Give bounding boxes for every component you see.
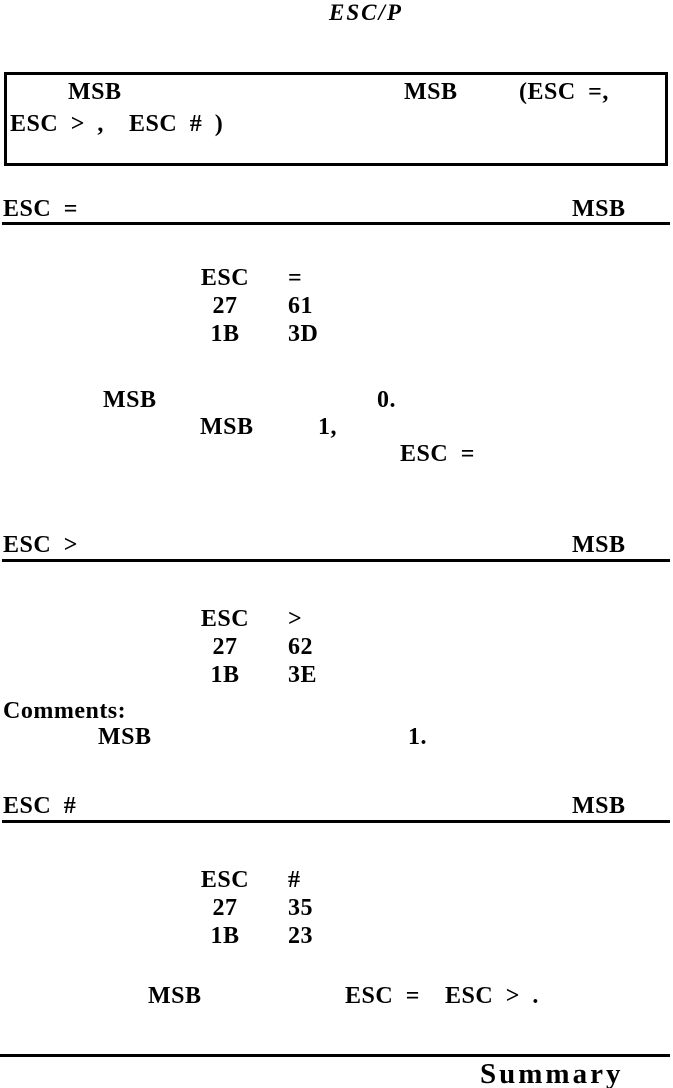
table-cell: 27 bbox=[212, 293, 238, 319]
note-command-esc-equals: (ESC =, bbox=[519, 79, 609, 105]
table-cell: 62 bbox=[288, 634, 313, 660]
table-row: 1B 23 bbox=[190, 924, 313, 952]
table-cell: ESC bbox=[200, 265, 250, 291]
table-cell: 61 bbox=[288, 293, 313, 319]
table-cell: ESC bbox=[200, 606, 250, 632]
footer-rule bbox=[0, 1054, 670, 1057]
command-code-table-esc-gt: ESC > 27 62 1B 3E bbox=[190, 607, 317, 691]
comment-fragment: ESC > . bbox=[445, 983, 539, 1009]
table-cell: 27 bbox=[212, 634, 238, 660]
table-cell: 1B bbox=[210, 662, 240, 688]
section-title-esc-hash: ESC # bbox=[3, 793, 77, 819]
table-cell: 1B bbox=[210, 923, 240, 949]
table-cell: > bbox=[288, 606, 303, 632]
section-title-esc-gt: ESC > bbox=[3, 532, 78, 558]
comment-fragment: 1. bbox=[408, 724, 427, 750]
page-header-title: ESC/P bbox=[329, 0, 403, 25]
table-cell: 23 bbox=[288, 923, 313, 949]
footer-summary-label: Summary bbox=[480, 1058, 624, 1088]
comment-fragment: ESC = bbox=[345, 983, 420, 1009]
table-row: ESC = bbox=[190, 266, 318, 294]
intro-note-box: MSB MSB (ESC =, ESC > , ESC # ) bbox=[4, 72, 668, 166]
section-corner-label-esc-hash: MSB bbox=[572, 793, 626, 819]
table-row: 27 61 bbox=[190, 294, 318, 322]
section-corner-label-esc-gt: MSB bbox=[572, 532, 626, 558]
command-code-table-esc-hash: ESC # 27 35 1B 23 bbox=[190, 868, 313, 952]
command-code-table-esc-equals: ESC = 27 61 1B 3D bbox=[190, 266, 318, 350]
note-command-esc-hash: ESC # ) bbox=[129, 111, 224, 137]
table-row: 1B 3D bbox=[190, 322, 318, 350]
table-row: ESC > bbox=[190, 607, 317, 635]
table-row: 27 62 bbox=[190, 635, 317, 663]
note-command-esc-gt: ESC > , bbox=[10, 111, 104, 137]
comment-fragment: 0. bbox=[377, 387, 396, 413]
note-msb-keyword-2: MSB bbox=[404, 79, 458, 105]
comment-fragment: MSB bbox=[98, 724, 152, 750]
table-cell: 3D bbox=[288, 321, 319, 347]
table-cell: 3E bbox=[288, 662, 318, 688]
comments-label: Comments: bbox=[3, 698, 127, 724]
comment-fragment: 1, bbox=[318, 414, 337, 440]
section-corner-label-esc-equals: MSB bbox=[572, 196, 626, 222]
comment-fragment: MSB bbox=[200, 414, 254, 440]
comment-fragment: ESC = bbox=[400, 441, 475, 467]
table-row: ESC # bbox=[190, 868, 313, 896]
table-cell: ESC bbox=[200, 867, 250, 893]
table-row: 27 35 bbox=[190, 896, 313, 924]
comment-fragment: MSB bbox=[103, 387, 157, 413]
table-cell: # bbox=[288, 867, 301, 893]
table-row: 1B 3E bbox=[190, 663, 317, 691]
section-rule-esc-hash bbox=[2, 820, 670, 823]
table-cell: 1B bbox=[210, 321, 240, 347]
comment-fragment: MSB bbox=[148, 983, 202, 1009]
table-cell: 27 bbox=[212, 895, 238, 921]
section-rule-esc-equals bbox=[2, 222, 670, 225]
section-title-esc-equals: ESC = bbox=[3, 196, 78, 222]
table-cell: 35 bbox=[288, 895, 313, 921]
section-rule-esc-gt bbox=[2, 559, 670, 562]
table-cell: = bbox=[288, 265, 303, 291]
note-msb-keyword-1: MSB bbox=[68, 79, 122, 105]
